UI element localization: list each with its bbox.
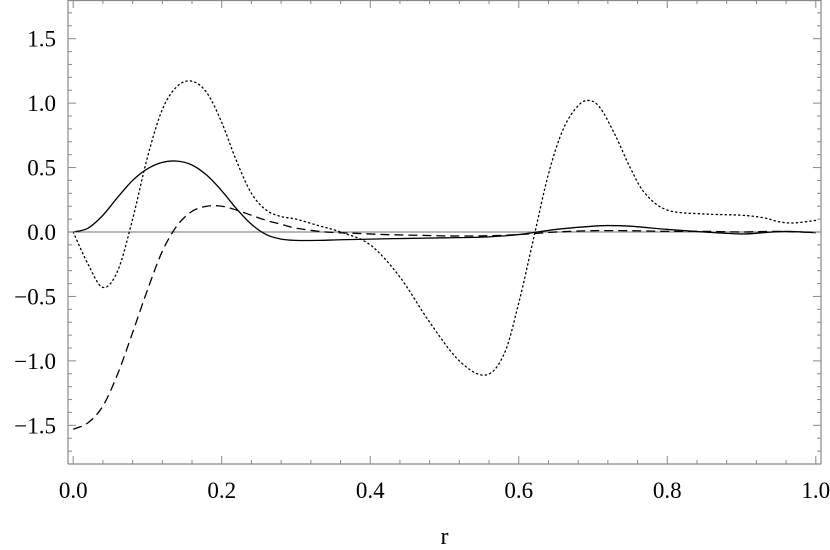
- series-line-dotted: [72, 80, 817, 376]
- x-axis: 0.0 0.2 0.4 0.6 0.8 1.0: [59, 0, 830, 503]
- y-tick-label: 1.5: [27, 27, 56, 52]
- y-tick-label: 0.5: [27, 156, 56, 181]
- x-tick-label: 0.4: [356, 478, 385, 503]
- x-tick-label: 0.2: [207, 478, 236, 503]
- x-axis-title: r: [441, 524, 449, 550]
- y-tick-label: 1.0: [27, 91, 56, 116]
- x-tick-label: 0.0: [59, 478, 88, 503]
- y-axis: −1.5 −1.0 −0.5 0.0 0.5 1.0 1.5: [14, 12, 821, 452]
- y-tick-label: −0.5: [14, 284, 56, 309]
- x-tick-label: 1.0: [801, 478, 830, 503]
- y-tick-label: −1.5: [14, 413, 56, 438]
- series-line-solid: [73, 160, 816, 242]
- y-tick-label: −1.0: [14, 349, 56, 374]
- series-layer: [72, 80, 817, 430]
- y-tick-label: 0.0: [27, 220, 56, 245]
- x-tick-label: 0.6: [504, 478, 533, 503]
- x-tick-label: 0.8: [653, 478, 682, 503]
